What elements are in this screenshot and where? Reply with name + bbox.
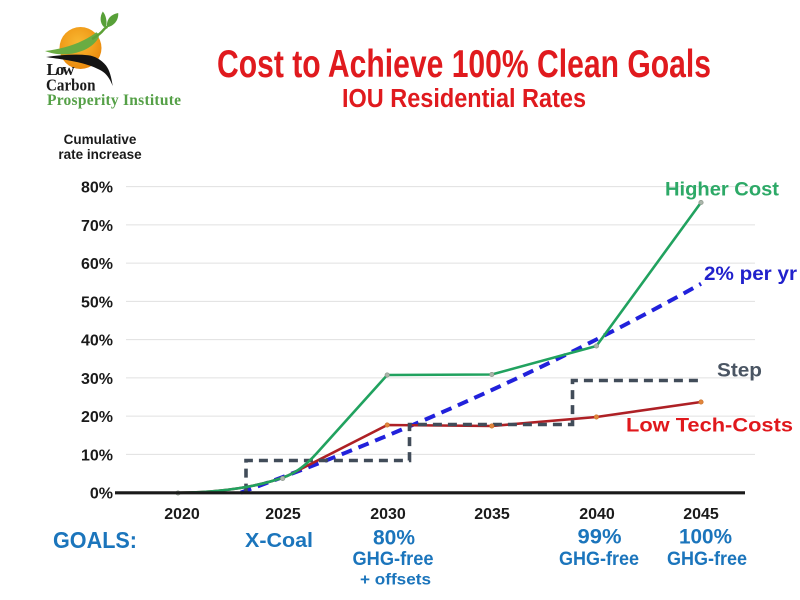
svg-text:2% per yr: 2% per yr xyxy=(704,263,797,285)
svg-text:X-Coal: X-Coal xyxy=(245,530,313,552)
svg-text:GHG-free: GHG-free xyxy=(559,548,639,570)
svg-text:2025: 2025 xyxy=(265,506,301,523)
svg-text:10%: 10% xyxy=(81,447,113,464)
svg-text:Carbon: Carbon xyxy=(46,75,96,94)
svg-text:70%: 70% xyxy=(81,218,113,235)
svg-text:Prosperity Institute: Prosperity Institute xyxy=(47,92,181,109)
svg-text:0%: 0% xyxy=(90,486,113,503)
svg-text:2030: 2030 xyxy=(370,506,406,523)
svg-text:GHG-free: GHG-free xyxy=(353,548,434,570)
svg-text:Higher Cost: Higher Cost xyxy=(665,179,780,201)
svg-text:20%: 20% xyxy=(81,409,113,426)
svg-text:40%: 40% xyxy=(81,333,113,350)
svg-text:50%: 50% xyxy=(81,294,113,311)
svg-text:2020: 2020 xyxy=(164,506,200,523)
svg-text:Cumulative: Cumulative xyxy=(64,132,137,147)
svg-text:Step: Step xyxy=(717,360,762,382)
svg-text:2035: 2035 xyxy=(474,506,510,523)
svg-text:80%: 80% xyxy=(373,527,415,550)
svg-text:80%: 80% xyxy=(81,180,113,197)
svg-text:rate increase: rate increase xyxy=(58,147,142,162)
svg-text:2045: 2045 xyxy=(683,506,719,523)
svg-text:30%: 30% xyxy=(81,371,113,388)
svg-text:IOU Residential Rates: IOU Residential Rates xyxy=(342,85,586,113)
svg-text:Low Tech-Costs: Low Tech-Costs xyxy=(626,415,793,437)
svg-text:60%: 60% xyxy=(81,256,113,273)
svg-text:Low: Low xyxy=(47,60,76,79)
svg-text:100%: 100% xyxy=(679,526,732,549)
svg-text:2040: 2040 xyxy=(579,506,615,523)
svg-text:Cost to Achieve 100% Clean Goa: Cost to Achieve 100% Clean Goals xyxy=(217,43,711,86)
svg-text:GHG-free: GHG-free xyxy=(667,548,747,570)
svg-text:GOALS:: GOALS: xyxy=(53,527,137,553)
svg-text:99%: 99% xyxy=(578,526,622,549)
svg-text:+ offsets: + offsets xyxy=(360,572,431,589)
